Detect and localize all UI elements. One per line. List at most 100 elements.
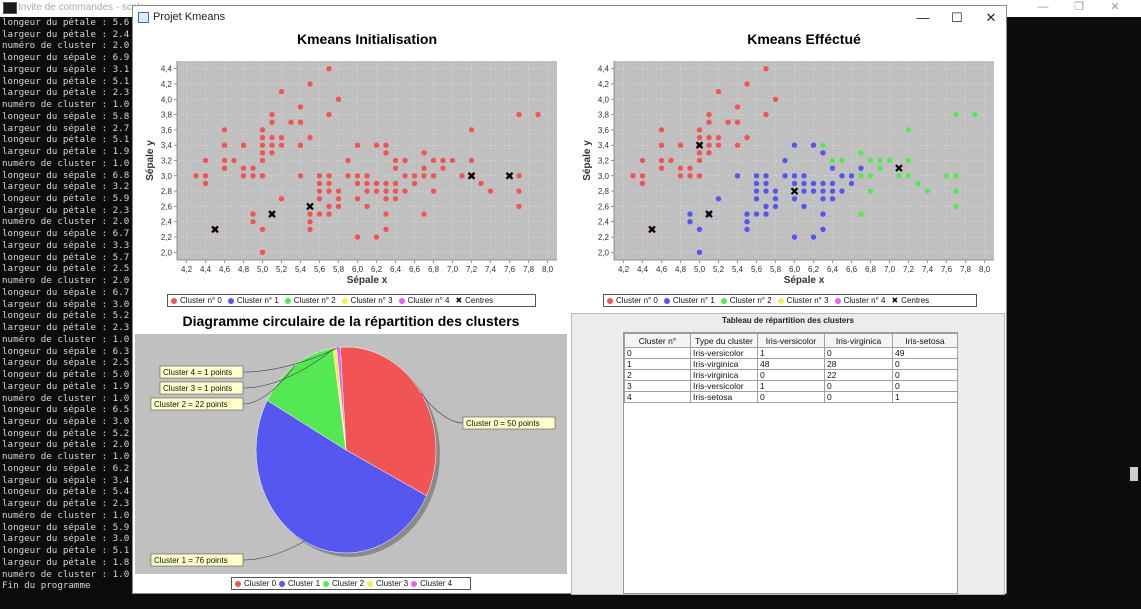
table-scrollpane[interactable]: Cluster n° Type du cluster Iris-versicolor… [623,332,958,594]
scatter-left-xtick-label: 6,4 [390,265,402,274]
table-row[interactable]: 2 Iris-virginica 0 22 0 [624,369,958,381]
table-cell[interactable]: 0 [892,380,958,392]
table-header-row: Cluster n° Type du cluster Iris-versicolor… [624,333,958,348]
table-cell[interactable]: 49 [892,347,958,359]
table-cell[interactable]: 1 [757,347,825,359]
table-cell[interactable]: 1 [624,358,691,370]
scatter-right-xtick-label: 7,2 [903,265,915,274]
table-cell[interactable]: 0 [757,369,825,381]
table-cell[interactable]: 2 [624,369,691,381]
table-cell[interactable]: 0 [824,347,893,359]
scatter-right-point [772,203,779,210]
table-cell[interactable]: 22 [824,369,893,381]
table-cell[interactable]: Iris-versicolor [690,380,758,392]
scatter-left-ytick-label: 2,0 [161,248,173,257]
scatter-right-xtick-label: 7,6 [941,265,953,274]
scatter-left-point [269,134,275,141]
scatter-left-point [335,196,342,202]
scatter-right-point [744,134,750,141]
table-header-cell[interactable]: Cluster n° [624,333,691,348]
scatter-left-point [373,142,380,148]
scatter-left-point [307,226,313,233]
scatter-right-point [734,104,741,110]
scatter-right-point [763,111,769,118]
table-cell[interactable]: 3 [624,380,691,392]
console-line: longeur du sépale : 6.7 [2,228,130,240]
console-line: longeur du sépale : 6.8 [2,169,130,181]
pie-slice [266,347,347,451]
scatter-right-xtick-label: 6,6 [846,265,858,274]
table-cell[interactable]: 28 [824,358,893,370]
table-cell[interactable]: 1 [757,380,825,392]
table-row[interactable]: 4 Iris-setosa 0 0 1 [624,391,958,403]
console-minimize-icon[interactable]: — [1037,1,1049,13]
scatter-left-point [478,180,484,187]
scatter-right-point [858,165,864,171]
console-maximize-icon[interactable]: ❐ [1074,1,1084,13]
scatter-left-xtick-label: 5,0 [257,265,269,274]
maximize-button[interactable]: ☐ [951,10,963,25]
table-cell[interactable]: 0 [892,369,958,381]
pie-label-text: Cluster 3 = 1 points [163,384,232,393]
table-cell[interactable]: 0 [892,358,958,370]
legend-label: Cluster n° 3 [786,296,829,305]
centre-legend-icon: ✖ [891,296,899,305]
table-header-cell[interactable]: Iris-virginica [824,333,893,348]
table-cell[interactable]: 0 [624,347,691,359]
scatter-left-ytick-label: 3,2 [161,157,173,166]
table-row[interactable]: 0 Iris-versicolor 1 0 49 [624,347,958,359]
console-scroll-thumb[interactable] [1130,467,1138,481]
table-row[interactable]: 3 Iris-versicolor 1 0 0 [624,380,958,392]
scatter-left-point [430,157,437,164]
table-cell[interactable]: Iris-virginica [690,358,758,370]
scatter-right-point [753,211,760,217]
console-line: largeur du sépale : 3.0 [2,298,130,310]
pie-label-leader [242,347,335,389]
table-cell[interactable]: Iris-virginica [690,369,758,381]
table-cell[interactable]: 0 [824,391,893,403]
legend-label: Cluster n° 0 [616,296,658,305]
console-close-icon[interactable]: ✕ [1110,1,1120,13]
scatter-right-point [820,180,826,187]
scatter-left-ytick-label: 3,6 [161,126,173,135]
table-cell[interactable]: 0 [757,391,825,403]
console-scrollbar[interactable] [1127,17,1141,609]
scatter-right-point [858,211,864,217]
table-cell[interactable]: 4 [624,391,691,403]
scatter-right-centre-marker [695,141,704,149]
console-line: largeur du pétale : 2.0 [2,439,130,451]
table-cell[interactable]: Iris-setosa [690,391,758,403]
minimize-button[interactable]: — [916,10,930,25]
scatter-left-point [516,173,522,179]
scatter-right-point [734,173,741,179]
table-header-cell[interactable]: Type du cluster [690,333,758,348]
table-cell[interactable]: Iris-versicolor [690,347,758,359]
pie-label-text: Cluster 0 = 50 points [466,419,540,428]
table-header-cell[interactable]: Iris-versicolor [757,333,825,348]
close-button[interactable]: ✕ [985,10,997,25]
scatter-right-point [867,188,874,194]
legend-label: Centres [901,296,930,305]
scatter-left-point [468,127,475,133]
scatter-right-point [829,157,836,164]
scatter-left-point [354,173,361,179]
scatter-left-point [402,188,408,194]
scatter-left-point [326,173,332,179]
scatter-right-point [715,134,722,141]
scatter-left-xtick-label: 4,2 [181,265,193,274]
table-cell[interactable]: 48 [757,358,825,370]
table-cell[interactable]: 0 [824,380,893,392]
pie-label-leader [242,347,339,373]
scatter-right-point [801,203,807,210]
table-header-cell[interactable]: Iris-setosa [892,333,958,348]
series-legend-dot [235,580,241,587]
scatter-left-point [316,173,323,179]
pie-legend: Cluster 0 Cluster 1 Cluster 2 Cluster 3 Clus… [231,577,471,590]
scatter-left-point [354,180,361,187]
window-titlebar[interactable]: Projet Kmeans — ☐ ✕ [133,6,1006,30]
scatter-left-ytick-label: 3,0 [161,172,173,181]
scatter-right-point [763,180,769,187]
table-cell[interactable]: 1 [892,391,958,403]
table-row[interactable]: 1 Iris-virginica 48 28 0 [624,358,958,370]
console-line: longeur du pétale : 5.7 [2,251,130,263]
